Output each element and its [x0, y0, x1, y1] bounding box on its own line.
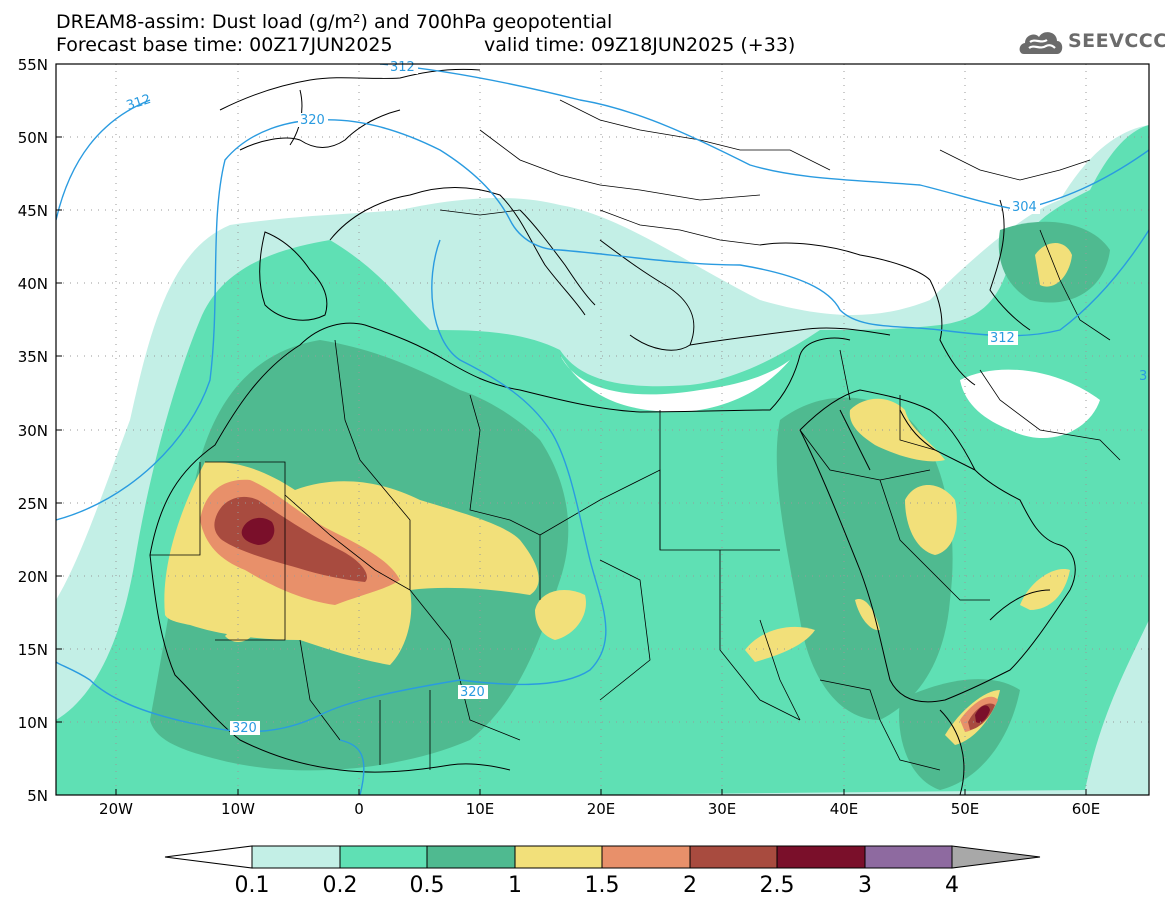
- dust-level-1-chad-south: [225, 630, 252, 642]
- colorbar-swatch-6: [776, 845, 866, 869]
- colorbar-high-arrow: [951, 845, 1041, 869]
- contour-label-320-africa: 320: [460, 685, 485, 700]
- colorbar-label: 2.5: [759, 873, 795, 898]
- contour-label-320-north: 320: [300, 113, 325, 128]
- cloud-icon: [1019, 32, 1063, 54]
- axis-ticks: [56, 63, 1087, 795]
- colorbar-label: 3: [858, 873, 872, 898]
- dust-level-0_5-east: [776, 397, 953, 720]
- geopotential-contours: [56, 64, 1149, 795]
- contour-label-312-east: 312: [990, 331, 1015, 346]
- colorbar: [164, 845, 1041, 869]
- coastlines: [149, 68, 1076, 795]
- lon-label: 30E: [707, 800, 737, 818]
- lon-label: 40E: [829, 800, 859, 818]
- colorbar-label: 0.2: [322, 873, 358, 898]
- valid-time: valid time: 09Z18JUN2025 (+33): [484, 34, 796, 56]
- lon-label: 20W: [99, 800, 133, 818]
- dust-level-2_5: [241, 517, 275, 545]
- colorbar-label: 0.1: [234, 873, 270, 898]
- colorbar-swatch-0: [251, 845, 341, 869]
- lat-label: 45N: [17, 202, 48, 220]
- clear-area-iran: [960, 369, 1100, 439]
- lon-label: 0: [354, 800, 364, 818]
- lon-label: 10E: [465, 800, 495, 818]
- contour-labels: 312 312 320 304 312 320 320 3: [125, 60, 1147, 736]
- contour-label-312-top: 312: [390, 60, 415, 75]
- forecast-times: Forecast base time: 00Z17JUN2025 valid ti…: [56, 34, 795, 56]
- lat-label: 25N: [17, 495, 48, 513]
- logo-text: SEEVCCC: [1068, 30, 1165, 52]
- dust-level-1-redsea: [855, 599, 880, 631]
- dust-level-2_5-east: [975, 705, 990, 723]
- colorbar-swatch-1: [339, 845, 428, 869]
- lat-label: 50N: [17, 129, 48, 147]
- lat-label: 20N: [17, 568, 48, 586]
- lat-label: 15N: [17, 641, 48, 659]
- colorbar-swatch-2: [426, 845, 516, 869]
- colorbar-label: 1.5: [584, 873, 620, 898]
- clear-area-mediterranean: [560, 355, 790, 412]
- colorbar-swatch-7: [864, 845, 953, 869]
- dust-level-1-oman: [1020, 569, 1070, 610]
- dust-level-2: [214, 496, 368, 582]
- lat-label: 30N: [17, 422, 48, 440]
- contour-label-edge: 3: [1139, 369, 1147, 384]
- colorbar-swatch-5: [689, 845, 778, 869]
- contour-label-312-west: 312: [125, 92, 153, 114]
- dust-level-1-chad: [535, 590, 586, 640]
- dust-level-1-sudan: [745, 626, 815, 662]
- lat-label: 55N: [17, 56, 48, 74]
- seevccc-logo: SEEVCCC: [1016, 24, 1165, 60]
- lat-label: 5N: [27, 787, 48, 805]
- colorbar-label: 0.5: [409, 873, 445, 898]
- colorbar-low-arrow: [164, 845, 253, 869]
- contour-label-304: 304: [1012, 200, 1037, 215]
- lon-label: 60E: [1071, 800, 1101, 818]
- colorbar-label: 2: [683, 873, 697, 898]
- country-borders: [150, 99, 1121, 771]
- lon-label: 10W: [221, 800, 255, 818]
- lon-label: 20E: [586, 800, 616, 818]
- lat-label: 40N: [17, 275, 48, 293]
- chart-title: DREAM8-assim: Dust load (g/m²) and 700hP…: [56, 11, 613, 33]
- colorbar-swatch-4: [601, 845, 691, 869]
- colorbar-label: 1: [508, 873, 522, 898]
- lat-label: 10N: [17, 714, 48, 732]
- lat-label: 35N: [17, 348, 48, 366]
- base-time: Forecast base time: 00Z17JUN2025: [56, 34, 393, 56]
- colorbar-label: 4: [945, 873, 959, 898]
- lon-label: 50E: [950, 800, 980, 818]
- contour-label-320-guinea: 320: [232, 721, 257, 736]
- colorbar-swatch-3: [514, 845, 603, 869]
- graticule: [56, 64, 1149, 795]
